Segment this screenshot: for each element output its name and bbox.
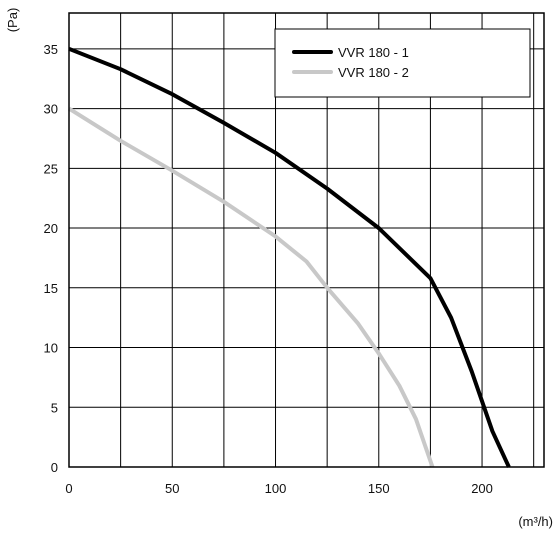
legend-label-series-1: VVR 180 - 1	[338, 45, 409, 60]
series-line-1	[68, 46, 511, 468]
legend-box	[274, 28, 531, 98]
y-tick-label: 15	[44, 281, 58, 296]
x-tick-label: 0	[65, 481, 72, 496]
y-axis-unit: (Pa)	[5, 8, 20, 33]
legend: VVR 180 - 1 VVR 180 - 2	[274, 28, 531, 98]
tick-labels: 0 50 100 150 200 0 5 10 15 20 25 30 35	[44, 42, 493, 496]
y-tick-label: 20	[44, 221, 58, 236]
series-layer	[67, 46, 511, 468]
y-tick-label: 35	[44, 42, 58, 57]
y-tick-label: 30	[44, 102, 58, 117]
y-tick-label: 0	[51, 460, 58, 475]
x-tick-label: 50	[165, 481, 179, 496]
x-tick-label: 150	[368, 481, 390, 496]
legend-label-series-2: VVR 180 - 2	[338, 65, 409, 80]
x-tick-label: 100	[265, 481, 287, 496]
x-axis-unit: (m³/h)	[518, 514, 553, 529]
series-line-2	[67, 106, 435, 468]
y-tick-label: 10	[44, 341, 58, 356]
x-tick-label: 200	[471, 481, 493, 496]
plot-frame	[68, 12, 545, 468]
y-tick-label: 5	[51, 400, 58, 415]
y-tick-label: 25	[44, 161, 58, 176]
